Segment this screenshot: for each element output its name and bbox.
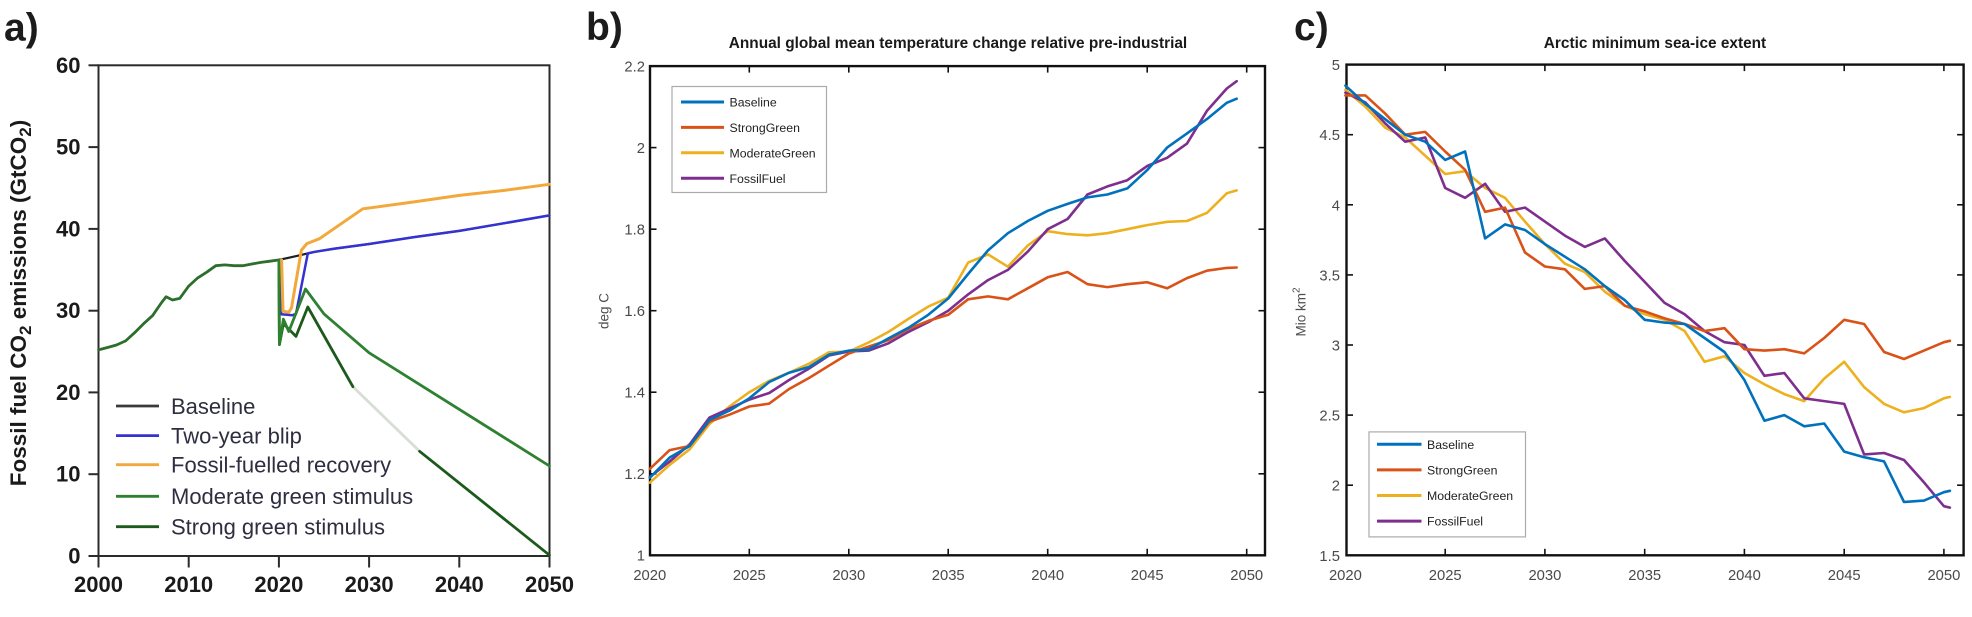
- svg-text:30: 30: [56, 298, 80, 323]
- svg-text:2020: 2020: [1329, 568, 1362, 584]
- svg-text:2035: 2035: [1628, 568, 1661, 584]
- svg-text:a): a): [4, 7, 39, 50]
- svg-text:2050: 2050: [1230, 568, 1263, 584]
- svg-text:Mio km2: Mio km2: [1292, 287, 1309, 337]
- svg-text:2025: 2025: [1429, 568, 1462, 584]
- svg-text:2: 2: [637, 141, 645, 157]
- svg-text:1.5: 1.5: [1319, 549, 1340, 565]
- svg-text:Baseline: Baseline: [1427, 438, 1474, 452]
- svg-text:Arctic minimum sea-ice extent: Arctic minimum sea-ice extent: [1544, 35, 1766, 52]
- svg-text:Baseline: Baseline: [730, 96, 777, 110]
- svg-text:2045: 2045: [1828, 568, 1861, 584]
- svg-text:2030: 2030: [345, 572, 394, 597]
- svg-text:FossilFuel: FossilFuel: [730, 172, 786, 186]
- svg-text:2025: 2025: [733, 568, 766, 584]
- svg-text:1.4: 1.4: [624, 386, 645, 402]
- svg-text:40: 40: [56, 216, 80, 241]
- svg-text:b): b): [586, 6, 623, 49]
- svg-text:StrongGreen: StrongGreen: [1427, 464, 1498, 478]
- svg-text:1.8: 1.8: [624, 223, 645, 239]
- svg-text:50: 50: [56, 135, 80, 160]
- svg-text:2050: 2050: [1927, 568, 1960, 584]
- svg-text:60: 60: [56, 53, 80, 78]
- svg-text:Fossil fuel CO2 emissions (GtC: Fossil fuel CO2 emissions (GtCO2): [6, 120, 35, 487]
- svg-text:2.5: 2.5: [1319, 409, 1340, 425]
- svg-text:20: 20: [56, 380, 80, 405]
- svg-text:c): c): [1294, 6, 1329, 49]
- svg-text:StrongGreen: StrongGreen: [730, 121, 801, 135]
- svg-text:Baseline: Baseline: [171, 394, 255, 419]
- svg-text:1: 1: [637, 549, 645, 565]
- svg-text:5: 5: [1332, 58, 1340, 74]
- svg-text:2010: 2010: [164, 572, 213, 597]
- svg-text:2.2: 2.2: [624, 59, 645, 75]
- svg-text:2035: 2035: [932, 568, 965, 584]
- svg-text:Strong green stimulus: Strong green stimulus: [171, 515, 385, 540]
- svg-text:0: 0: [68, 544, 80, 569]
- svg-text:4: 4: [1332, 198, 1340, 214]
- svg-text:3: 3: [1332, 339, 1340, 355]
- svg-text:1.6: 1.6: [624, 304, 645, 320]
- svg-text:2020: 2020: [254, 572, 303, 597]
- svg-text:2045: 2045: [1131, 568, 1164, 584]
- svg-text:4.5: 4.5: [1319, 128, 1340, 144]
- svg-text:ModerateGreen: ModerateGreen: [1427, 489, 1513, 503]
- svg-text:2040: 2040: [435, 572, 484, 597]
- svg-text:2040: 2040: [1031, 568, 1064, 584]
- svg-text:Fossil-fuelled recovery: Fossil-fuelled recovery: [171, 453, 391, 478]
- svg-text:3.5: 3.5: [1319, 268, 1340, 284]
- svg-text:Moderate green stimulus: Moderate green stimulus: [171, 484, 413, 509]
- svg-text:Two-year blip: Two-year blip: [171, 423, 302, 448]
- svg-text:ModerateGreen: ModerateGreen: [730, 146, 816, 160]
- svg-text:10: 10: [56, 462, 80, 487]
- svg-text:2030: 2030: [1528, 568, 1561, 584]
- svg-text:2: 2: [1332, 479, 1340, 495]
- svg-text:1.2: 1.2: [624, 467, 645, 483]
- svg-text:FossilFuel: FossilFuel: [1427, 515, 1483, 529]
- svg-text:2030: 2030: [832, 568, 865, 584]
- svg-text:2020: 2020: [633, 568, 666, 584]
- svg-text:Annual global mean temperature: Annual global mean temperature change re…: [729, 35, 1187, 52]
- svg-text:deg C: deg C: [597, 293, 612, 329]
- svg-text:2040: 2040: [1728, 568, 1761, 584]
- svg-text:2000: 2000: [74, 572, 123, 597]
- svg-text:2050: 2050: [525, 572, 574, 597]
